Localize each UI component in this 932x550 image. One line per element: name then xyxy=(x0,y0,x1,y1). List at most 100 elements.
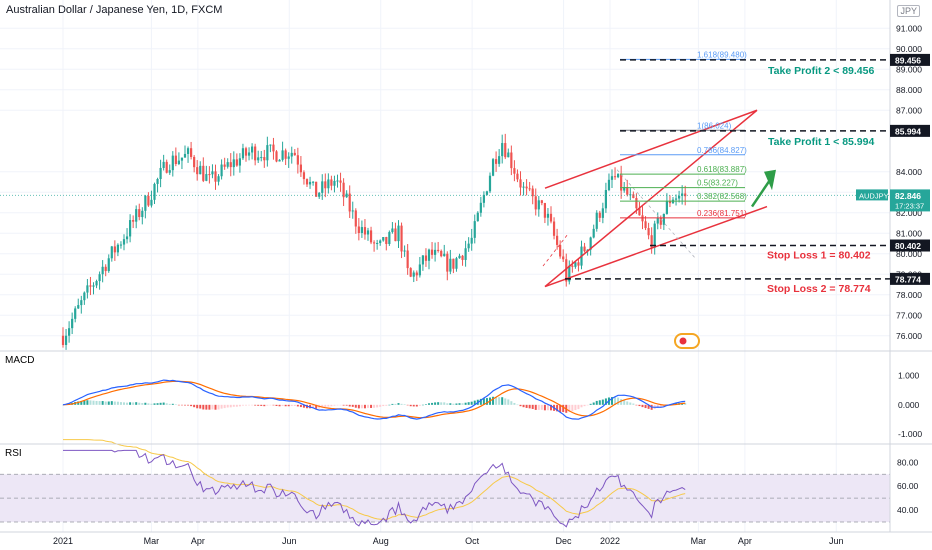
macd-histogram-bar xyxy=(373,404,376,408)
macd-histogram-bar xyxy=(482,398,485,405)
candle-body xyxy=(177,160,180,165)
candle-body xyxy=(196,167,199,175)
candle-body xyxy=(180,157,184,161)
candle-body xyxy=(229,162,232,168)
macd-histogram-bar xyxy=(260,404,263,406)
candle-body xyxy=(101,266,104,275)
price-tick-label: 88.000 xyxy=(896,85,922,95)
candle-body xyxy=(443,253,446,257)
rsi-pane-title[interactable]: RSI xyxy=(5,448,22,459)
candle-body xyxy=(263,157,266,161)
macd-histogram-bar xyxy=(449,403,452,405)
macd-histogram-bar xyxy=(537,404,540,410)
macd-pane-title[interactable]: MACD xyxy=(5,355,34,366)
candle-body xyxy=(113,246,116,253)
macd-histogram-bar xyxy=(409,404,412,407)
candle-body xyxy=(92,285,95,287)
macd-histogram-bar xyxy=(98,401,101,405)
candle-body xyxy=(620,173,623,191)
macd-tick-label: 1.000 xyxy=(898,371,920,381)
candle-body xyxy=(119,244,123,246)
symbol-badge xyxy=(856,189,888,201)
macd-histogram-bar xyxy=(281,404,284,407)
macd-histogram-bar xyxy=(550,404,552,411)
candle-body xyxy=(171,155,174,171)
replay-button[interactable] xyxy=(674,333,700,349)
candle-body xyxy=(266,145,269,161)
candle-body xyxy=(125,236,129,240)
candle-body xyxy=(495,159,498,164)
macd-histogram-bar xyxy=(525,404,528,408)
macd-histogram-bar xyxy=(400,403,403,405)
candle-body xyxy=(247,152,251,156)
candle-body xyxy=(382,237,385,241)
candle-body xyxy=(656,217,659,224)
macd-histogram-bar xyxy=(638,404,641,407)
macd-histogram-bar xyxy=(126,402,129,405)
macd-histogram-bar xyxy=(132,402,135,405)
candle-body xyxy=(208,174,211,176)
macd-histogram-bar xyxy=(513,402,516,405)
candle-body xyxy=(315,181,318,197)
macd-histogram-bar xyxy=(348,404,351,407)
candle-body xyxy=(83,292,86,301)
macd-histogram-bar xyxy=(339,404,342,406)
fib-level-label: 0.618(83.887) xyxy=(697,165,747,174)
macd-histogram-bar xyxy=(446,403,449,405)
candle-body xyxy=(592,228,595,238)
macd-histogram-bar xyxy=(321,404,324,408)
macd-histogram-bar xyxy=(196,404,199,409)
candle-body xyxy=(205,174,208,181)
candle-body xyxy=(168,170,171,173)
candle-body xyxy=(516,173,519,180)
macd-histogram-bar xyxy=(129,402,132,405)
rsi-tick-label: 60.00 xyxy=(897,481,919,491)
macd-histogram-bar xyxy=(330,404,333,407)
candle-body xyxy=(71,318,74,329)
candle-body xyxy=(601,208,604,218)
candle-body xyxy=(269,144,272,146)
candle-body xyxy=(577,262,580,266)
currency-badge[interactable]: JPY xyxy=(897,5,920,17)
candle-body xyxy=(244,148,248,156)
macd-histogram-bar xyxy=(232,404,235,407)
candle-body xyxy=(290,152,293,157)
macd-histogram-bar xyxy=(95,400,98,405)
candle-body xyxy=(86,285,89,293)
macd-histogram-bar xyxy=(101,401,104,405)
candle-body xyxy=(391,228,394,233)
macd-histogram-bar xyxy=(418,404,421,406)
candle-body xyxy=(116,244,119,253)
candle-body xyxy=(354,210,357,227)
candle-body xyxy=(635,198,638,209)
macd-histogram-bar xyxy=(452,403,455,405)
level-value-badge xyxy=(890,272,930,285)
macd-histogram-bar xyxy=(251,404,254,406)
macd-histogram-bar xyxy=(357,404,360,409)
candle-body xyxy=(254,146,257,161)
macd-histogram-bar xyxy=(617,397,620,405)
channel-lower-line xyxy=(544,205,768,288)
candle-body xyxy=(373,242,376,244)
time-tick-label: Oct xyxy=(465,536,480,546)
candle-body xyxy=(275,151,278,162)
candle-body xyxy=(629,194,632,196)
macd-histogram-bar xyxy=(324,404,327,408)
macd-histogram-bar xyxy=(479,398,482,405)
price-tick-label: 78.000 xyxy=(896,290,922,300)
macd-histogram-bar xyxy=(562,404,565,413)
macd-histogram-bar xyxy=(162,402,165,405)
candle-body xyxy=(397,225,400,242)
candle-body xyxy=(598,212,601,218)
candle-body xyxy=(68,328,71,336)
time-tick-label: Jun xyxy=(282,536,297,546)
candle-body xyxy=(556,235,559,245)
macd-histogram-bar xyxy=(141,403,144,405)
macd-histogram-bar xyxy=(135,402,138,405)
macd-histogram-bar xyxy=(263,404,266,407)
macd-histogram-bar xyxy=(421,404,424,406)
macd-histogram-bar xyxy=(528,404,531,409)
candle-body xyxy=(64,335,68,345)
candle-body xyxy=(174,155,177,165)
